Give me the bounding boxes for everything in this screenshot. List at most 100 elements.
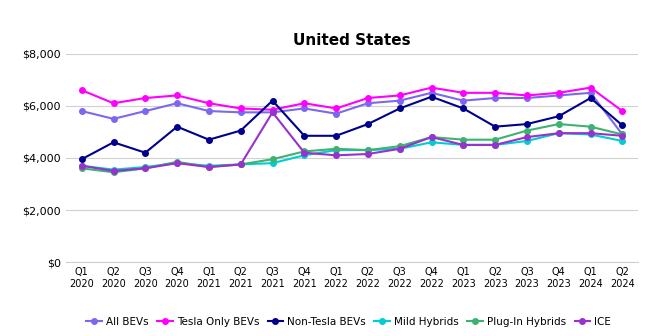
Mild Hybrids xyxy=(459,143,467,147)
Plug-In Hybrids xyxy=(619,132,626,136)
Mild Hybrids xyxy=(141,165,149,169)
ICE xyxy=(587,131,595,135)
Tesla Only BEVs xyxy=(364,96,372,100)
Non-Tesla BEVs xyxy=(364,122,372,126)
All BEVs xyxy=(205,109,213,113)
Mild Hybrids xyxy=(268,161,276,165)
All BEVs xyxy=(364,101,372,105)
Tesla Only BEVs xyxy=(205,101,213,105)
Plug-In Hybrids xyxy=(332,147,340,151)
ICE xyxy=(205,165,213,169)
Tesla Only BEVs xyxy=(396,93,404,97)
Plug-In Hybrids xyxy=(396,144,404,148)
All BEVs xyxy=(555,93,563,97)
Non-Tesla BEVs xyxy=(78,157,86,161)
Plug-In Hybrids xyxy=(237,162,245,166)
All BEVs xyxy=(78,109,86,113)
ICE xyxy=(141,166,149,170)
Non-Tesla BEVs xyxy=(523,122,531,126)
Tesla Only BEVs xyxy=(428,86,436,90)
Plug-In Hybrids xyxy=(555,122,563,126)
Non-Tesla BEVs xyxy=(396,107,404,111)
All BEVs xyxy=(332,112,340,116)
Non-Tesla BEVs xyxy=(141,151,149,155)
Line: ICE: ICE xyxy=(79,110,625,174)
Plug-In Hybrids xyxy=(109,170,117,174)
ICE xyxy=(619,134,626,138)
Non-Tesla BEVs xyxy=(109,140,117,144)
Non-Tesla BEVs xyxy=(268,99,276,103)
Non-Tesla BEVs xyxy=(300,134,308,138)
Plug-In Hybrids xyxy=(141,166,149,170)
Non-Tesla BEVs xyxy=(587,96,595,100)
ICE xyxy=(173,161,181,165)
Line: Tesla Only BEVs: Tesla Only BEVs xyxy=(79,85,625,114)
All BEVs xyxy=(300,107,308,111)
Mild Hybrids xyxy=(587,132,595,136)
Legend: All BEVs, Tesla Only BEVs, Non-Tesla BEVs, Mild Hybrids, Plug-In Hybrids, ICE: All BEVs, Tesla Only BEVs, Non-Tesla BEV… xyxy=(82,312,615,331)
Tesla Only BEVs xyxy=(491,91,499,95)
All BEVs xyxy=(619,132,626,136)
Mild Hybrids xyxy=(109,168,117,172)
Line: Plug-In Hybrids: Plug-In Hybrids xyxy=(79,121,625,175)
ICE xyxy=(268,110,276,114)
Tesla Only BEVs xyxy=(237,107,245,111)
ICE xyxy=(428,135,436,139)
Title: United States: United States xyxy=(293,33,411,48)
All BEVs xyxy=(173,101,181,105)
Tesla Only BEVs xyxy=(300,101,308,105)
Non-Tesla BEVs xyxy=(459,107,467,111)
Plug-In Hybrids xyxy=(491,138,499,142)
Mild Hybrids xyxy=(78,164,86,168)
All BEVs xyxy=(141,109,149,113)
ICE xyxy=(109,169,117,173)
Non-Tesla BEVs xyxy=(205,138,213,142)
Non-Tesla BEVs xyxy=(173,125,181,129)
ICE xyxy=(364,152,372,156)
ICE xyxy=(78,164,86,168)
All BEVs xyxy=(237,110,245,114)
All BEVs xyxy=(491,96,499,100)
ICE xyxy=(555,131,563,135)
Non-Tesla BEVs xyxy=(428,95,436,99)
Tesla Only BEVs xyxy=(268,108,276,112)
ICE xyxy=(491,143,499,147)
Mild Hybrids xyxy=(237,162,245,166)
All BEVs xyxy=(268,110,276,114)
Plug-In Hybrids xyxy=(587,125,595,129)
Tesla Only BEVs xyxy=(173,93,181,97)
Tesla Only BEVs xyxy=(523,93,531,97)
Mild Hybrids xyxy=(491,143,499,147)
Line: All BEVs: All BEVs xyxy=(79,90,625,137)
Mild Hybrids xyxy=(300,153,308,157)
Plug-In Hybrids xyxy=(300,150,308,154)
All BEVs xyxy=(523,96,531,100)
Mild Hybrids xyxy=(396,147,404,151)
Non-Tesla BEVs xyxy=(332,134,340,138)
All BEVs xyxy=(459,99,467,103)
All BEVs xyxy=(109,117,117,121)
Mild Hybrids xyxy=(364,148,372,152)
Line: Mild Hybrids: Mild Hybrids xyxy=(79,130,625,172)
Mild Hybrids xyxy=(173,161,181,165)
Plug-In Hybrids xyxy=(268,157,276,161)
Mild Hybrids xyxy=(555,131,563,135)
Mild Hybrids xyxy=(619,139,626,143)
Non-Tesla BEVs xyxy=(619,123,626,127)
All BEVs xyxy=(396,99,404,103)
ICE xyxy=(523,135,531,139)
Plug-In Hybrids xyxy=(459,138,467,142)
Tesla Only BEVs xyxy=(109,101,117,105)
Mild Hybrids xyxy=(428,140,436,144)
Non-Tesla BEVs xyxy=(237,129,245,133)
Plug-In Hybrids xyxy=(78,166,86,170)
Line: Non-Tesla BEVs: Non-Tesla BEVs xyxy=(79,94,625,162)
Tesla Only BEVs xyxy=(141,96,149,100)
Tesla Only BEVs xyxy=(78,88,86,92)
Non-Tesla BEVs xyxy=(555,114,563,118)
Mild Hybrids xyxy=(332,148,340,152)
Mild Hybrids xyxy=(205,164,213,168)
All BEVs xyxy=(428,91,436,95)
Non-Tesla BEVs xyxy=(491,125,499,129)
ICE xyxy=(237,162,245,166)
